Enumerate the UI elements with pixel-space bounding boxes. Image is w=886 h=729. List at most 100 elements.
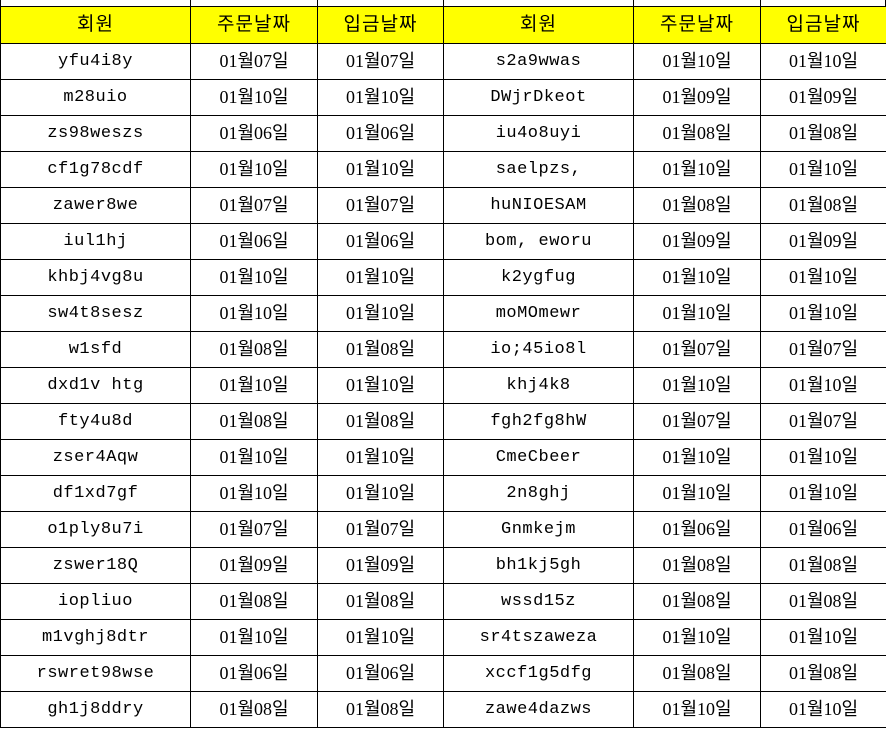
cell-pay2[interactable]: 01월07일	[760, 331, 886, 368]
cell-order[interactable]: 01월10일	[190, 151, 318, 188]
cell-member[interactable]: yfu4i8y	[0, 43, 191, 80]
cell-order[interactable]: 01월07일	[190, 43, 318, 80]
cell-member[interactable]: zawer8we	[0, 187, 191, 224]
cell-member[interactable]: dxd1v htg	[0, 367, 191, 404]
cell-order[interactable]: 01월06일	[190, 115, 318, 152]
column-header-payment-1[interactable]: 입금날짜	[317, 6, 444, 44]
cell-member2[interactable]: xccf1g5dfg	[443, 655, 634, 692]
cell-member2[interactable]: io;45io8l	[443, 331, 634, 368]
cell-order2[interactable]: 01월10일	[633, 295, 761, 332]
cell-member2[interactable]: Gnmkejm	[443, 511, 634, 548]
cell-order[interactable]: 01월06일	[190, 223, 318, 260]
cell-member2[interactable]: 2n8ghj	[443, 475, 634, 512]
cell-pay2[interactable]: 01월10일	[760, 151, 886, 188]
cell-order2[interactable]: 01월08일	[633, 583, 761, 620]
cell-pay[interactable]: 01월08일	[317, 403, 444, 440]
cell-pay2[interactable]: 01월10일	[760, 475, 886, 512]
cell-order[interactable]: 01월06일	[190, 655, 318, 692]
cell-pay[interactable]: 01월10일	[317, 79, 444, 116]
cell-member[interactable]: o1ply8u7i	[0, 511, 191, 548]
cell-pay2[interactable]: 01월10일	[760, 619, 886, 656]
cell-order2[interactable]: 01월08일	[633, 547, 761, 584]
cell-member[interactable]: rswret98wse	[0, 655, 191, 692]
cell-member2[interactable]: moMOmewr	[443, 295, 634, 332]
cell-member[interactable]: zser4Aqw	[0, 439, 191, 476]
cell-pay[interactable]: 01월08일	[317, 583, 444, 620]
cell-member[interactable]: khbj4vg8u	[0, 259, 191, 296]
cell-order[interactable]: 01월10일	[190, 367, 318, 404]
cell-pay[interactable]: 01월10일	[317, 439, 444, 476]
cell-member2[interactable]: huNIOESAM	[443, 187, 634, 224]
cell-pay2[interactable]: 01월08일	[760, 187, 886, 224]
cell-order[interactable]: 01월10일	[190, 259, 318, 296]
cell-order[interactable]: 01월09일	[190, 547, 318, 584]
cell-member2[interactable]: bh1kj5gh	[443, 547, 634, 584]
cell-member2[interactable]: sr4tszaweza	[443, 619, 634, 656]
cell-order[interactable]: 01월08일	[190, 403, 318, 440]
cell-pay[interactable]: 01월06일	[317, 655, 444, 692]
cell-member2[interactable]: wssd15z	[443, 583, 634, 620]
column-header-payment-2[interactable]: 입금날짜	[760, 6, 886, 44]
cell-order2[interactable]: 01월08일	[633, 115, 761, 152]
cell-pay2[interactable]: 01월08일	[760, 583, 886, 620]
cell-member[interactable]: zs98weszs	[0, 115, 191, 152]
cell-member2[interactable]: zawe4dazws	[443, 691, 634, 728]
cell-pay[interactable]: 01월10일	[317, 259, 444, 296]
cell-member2[interactable]: DWjrDkeot	[443, 79, 634, 116]
cell-member2[interactable]: s2a9wwas	[443, 43, 634, 80]
cell-pay[interactable]: 01월07일	[317, 511, 444, 548]
cell-order2[interactable]: 01월09일	[633, 79, 761, 116]
cell-order2[interactable]: 01월07일	[633, 403, 761, 440]
cell-pay[interactable]: 01월07일	[317, 187, 444, 224]
cell-order2[interactable]: 01월10일	[633, 475, 761, 512]
cell-member[interactable]: iul1hj	[0, 223, 191, 260]
cell-pay[interactable]: 01월08일	[317, 691, 444, 728]
cell-order[interactable]: 01월10일	[190, 439, 318, 476]
cell-order2[interactable]: 01월10일	[633, 439, 761, 476]
cell-pay2[interactable]: 01월10일	[760, 259, 886, 296]
cell-order2[interactable]: 01월06일	[633, 511, 761, 548]
cell-pay[interactable]: 01월10일	[317, 619, 444, 656]
cell-member[interactable]: fty4u8d	[0, 403, 191, 440]
cell-member2[interactable]: fgh2fg8hW	[443, 403, 634, 440]
cell-pay2[interactable]: 01월10일	[760, 439, 886, 476]
cell-pay2[interactable]: 01월10일	[760, 367, 886, 404]
cell-order[interactable]: 01월10일	[190, 79, 318, 116]
cell-pay2[interactable]: 01월06일	[760, 511, 886, 548]
cell-pay[interactable]: 01월10일	[317, 475, 444, 512]
cell-member[interactable]: w1sfd	[0, 331, 191, 368]
cell-order2[interactable]: 01월09일	[633, 223, 761, 260]
cell-pay2[interactable]: 01월10일	[760, 691, 886, 728]
cell-pay[interactable]: 01월06일	[317, 223, 444, 260]
cell-order[interactable]: 01월10일	[190, 475, 318, 512]
cell-order2[interactable]: 01월10일	[633, 367, 761, 404]
column-header-order-1[interactable]: 주문날짜	[190, 6, 318, 44]
cell-order[interactable]: 01월07일	[190, 187, 318, 224]
cell-member[interactable]: gh1j8ddry	[0, 691, 191, 728]
column-header-member-1[interactable]: 회원	[0, 6, 191, 44]
cell-member2[interactable]: k2ygfug	[443, 259, 634, 296]
cell-member2[interactable]: khj4k8	[443, 367, 634, 404]
cell-pay2[interactable]: 01월10일	[760, 43, 886, 80]
cell-pay[interactable]: 01월07일	[317, 43, 444, 80]
cell-member[interactable]: df1xd7gf	[0, 475, 191, 512]
cell-pay[interactable]: 01월08일	[317, 331, 444, 368]
cell-member2[interactable]: saelpzs,	[443, 151, 634, 188]
cell-pay[interactable]: 01월10일	[317, 367, 444, 404]
cell-member2[interactable]: bom, eworu	[443, 223, 634, 260]
cell-pay2[interactable]: 01월08일	[760, 115, 886, 152]
cell-member[interactable]: m1vghj8dtr	[0, 619, 191, 656]
cell-order[interactable]: 01월07일	[190, 511, 318, 548]
cell-member2[interactable]: iu4o8uyi	[443, 115, 634, 152]
cell-pay2[interactable]: 01월07일	[760, 403, 886, 440]
cell-member[interactable]: cf1g78cdf	[0, 151, 191, 188]
column-header-order-2[interactable]: 주문날짜	[633, 6, 761, 44]
cell-pay2[interactable]: 01월10일	[760, 295, 886, 332]
cell-order[interactable]: 01월08일	[190, 331, 318, 368]
cell-pay2[interactable]: 01월09일	[760, 223, 886, 260]
cell-order2[interactable]: 01월08일	[633, 187, 761, 224]
cell-pay2[interactable]: 01월08일	[760, 547, 886, 584]
cell-pay[interactable]: 01월10일	[317, 151, 444, 188]
cell-order[interactable]: 01월10일	[190, 295, 318, 332]
column-header-member-2[interactable]: 회원	[443, 6, 634, 44]
